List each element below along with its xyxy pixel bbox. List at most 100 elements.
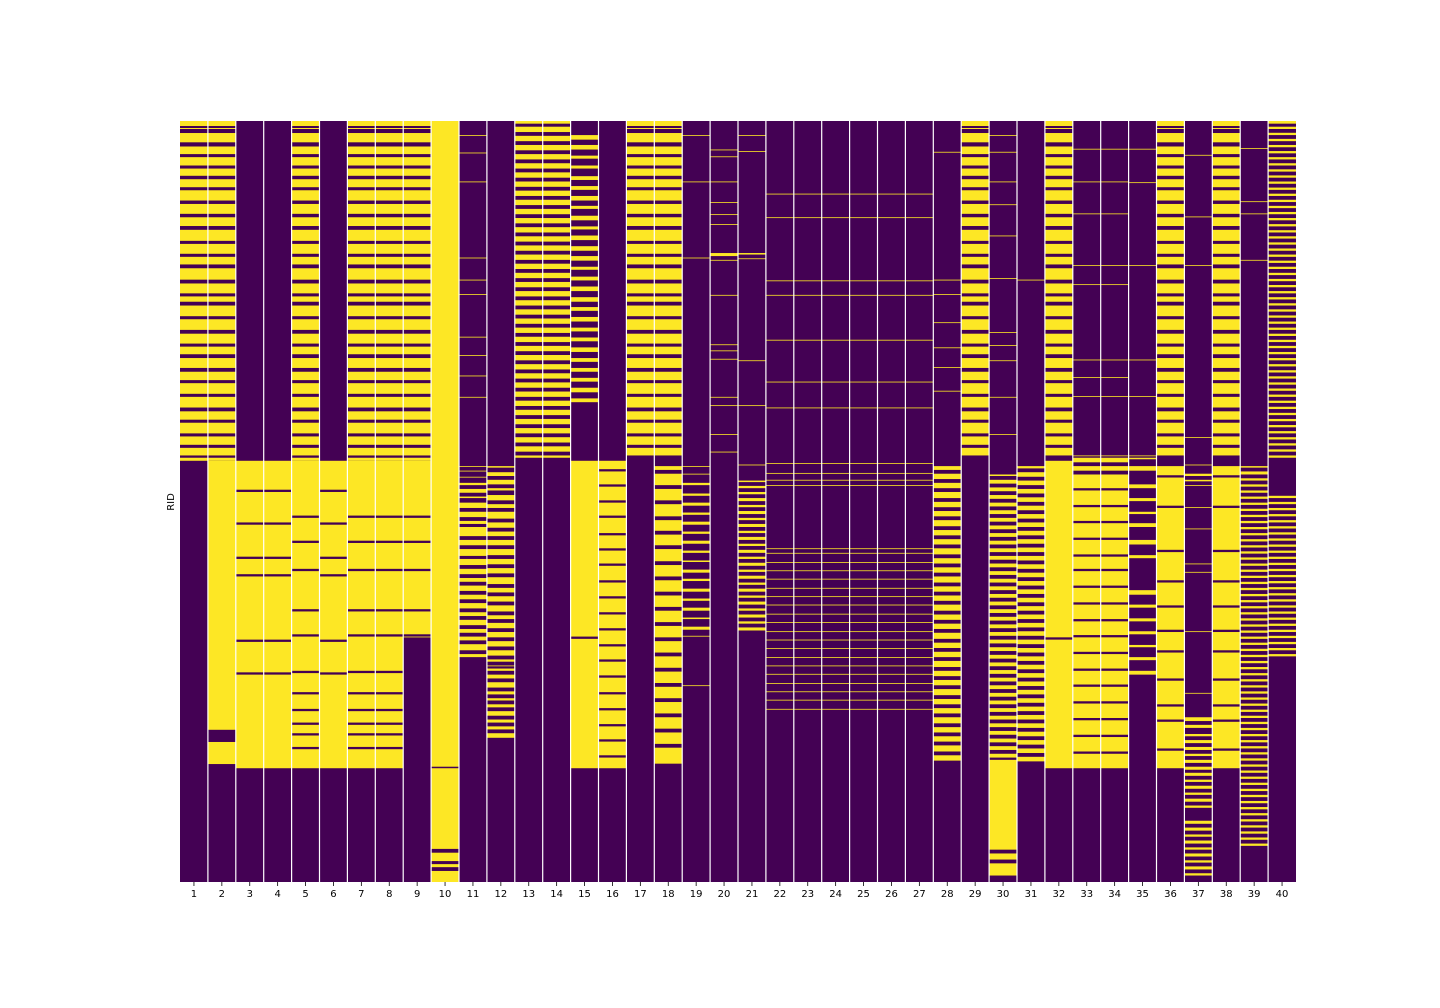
heatmap-cell — [1240, 758, 1269, 761]
heatmap-cell — [961, 283, 990, 294]
heatmap-cell — [1240, 648, 1269, 652]
heatmap-cell — [905, 193, 934, 195]
heatmap-cell — [291, 542, 320, 569]
heatmap-cell — [1100, 181, 1129, 183]
heatmap-cell — [793, 708, 822, 710]
heatmap-cell — [542, 355, 571, 361]
heatmap-cell — [738, 480, 766, 483]
heatmap-cell — [821, 552, 850, 554]
heatmap-cell — [654, 229, 683, 241]
heatmap-cell — [459, 568, 487, 575]
heatmap-cell — [1212, 346, 1241, 355]
heatmap-cell — [710, 350, 738, 352]
heatmap-cell — [961, 436, 990, 445]
heatmap-cell — [1240, 752, 1269, 755]
heatmap-cell — [738, 530, 766, 534]
heatmap-cell — [626, 179, 655, 188]
heatmap-cell — [765, 407, 794, 409]
heatmap-cell — [291, 711, 320, 723]
heatmap-cell — [514, 190, 543, 196]
heatmap-cell — [347, 358, 376, 368]
heatmap-cell — [1100, 265, 1129, 267]
heatmap-cell — [291, 146, 320, 155]
heatmap-cell — [1100, 474, 1129, 489]
heatmap-cell — [1128, 457, 1157, 460]
heatmap-cell — [877, 665, 906, 667]
x-tick-label: 24 — [829, 889, 842, 900]
heatmap-cell — [765, 647, 794, 649]
heatmap-cell — [933, 491, 962, 499]
heatmap-cell — [961, 121, 990, 127]
heatmap-cell — [654, 422, 683, 434]
heatmap-cell — [570, 195, 599, 201]
heatmap-cell — [291, 411, 320, 420]
heatmap-cell — [961, 229, 990, 241]
heatmap-cell — [235, 460, 264, 490]
heatmap-cell — [1268, 581, 1296, 584]
heatmap-cell — [682, 617, 711, 620]
heatmap-cell — [375, 460, 404, 516]
heatmap-cell — [207, 346, 236, 355]
heatmap-cell — [1017, 689, 1045, 695]
heatmap-cell — [1212, 146, 1241, 155]
heatmap-cell — [1128, 523, 1157, 527]
heatmap-cell — [403, 296, 432, 302]
heatmap-cell — [486, 665, 515, 667]
heatmap-cell — [375, 422, 404, 434]
heatmap-cell — [1268, 605, 1296, 608]
heatmap-cell — [1240, 545, 1269, 548]
heatmap-cell — [1128, 555, 1157, 559]
heatmap-cell — [1268, 345, 1296, 349]
heatmap-cell — [598, 710, 627, 725]
x-tick-label: 36 — [1164, 889, 1177, 900]
heatmap-cell — [1240, 746, 1269, 749]
heatmap-cell — [207, 411, 236, 420]
heatmap-cell — [1240, 721, 1269, 725]
heatmap-cell — [989, 502, 1017, 507]
heatmap-cell — [347, 146, 376, 155]
heatmap-cell — [1156, 411, 1185, 420]
heatmap-cell — [1100, 457, 1129, 463]
heatmap-cell — [989, 571, 1017, 575]
heatmap-cell — [1100, 539, 1129, 555]
heatmap-cell — [207, 179, 236, 188]
heatmap-cell — [180, 268, 208, 280]
heatmap-cell — [1212, 229, 1241, 241]
heatmap-cell — [877, 217, 906, 219]
heatmap-cell — [654, 717, 683, 729]
heatmap-cell — [1044, 168, 1073, 176]
heatmap-cell — [403, 517, 432, 541]
heatmap-cell — [654, 396, 683, 408]
heatmap-cell — [1240, 533, 1269, 536]
heatmap-cell — [905, 407, 934, 409]
heatmap-cell — [738, 621, 766, 624]
heatmap-cell — [1240, 606, 1269, 609]
heatmap-cell — [542, 199, 571, 206]
heatmap-cell — [1044, 229, 1073, 241]
heatmap-cell — [1156, 128, 1185, 129]
heatmap-cell — [459, 636, 487, 641]
heatmap-cell — [626, 268, 655, 280]
heatmap-cell — [1240, 740, 1269, 743]
heatmap-cell — [1240, 679, 1269, 682]
heatmap-cell — [654, 466, 683, 470]
heatmap-cell — [542, 181, 571, 187]
heatmap-cell — [905, 578, 934, 580]
heatmap-cell — [1184, 571, 1213, 573]
heatmap-cell — [1212, 128, 1241, 129]
heatmap-cell — [542, 227, 571, 233]
heatmap-cell — [1156, 190, 1185, 201]
heatmap-cell — [1240, 618, 1269, 621]
heatmap-cell — [626, 146, 655, 155]
heatmap-cell — [1184, 485, 1213, 486]
heatmap-cell — [654, 625, 683, 638]
heatmap-cell — [877, 472, 906, 474]
heatmap-cell — [654, 217, 683, 227]
heatmap-cell — [180, 436, 208, 445]
heatmap-cell — [291, 447, 320, 456]
heatmap-cell — [570, 316, 599, 322]
heatmap-cell — [291, 229, 320, 241]
heatmap-cell — [486, 504, 515, 508]
heatmap-cell — [626, 283, 655, 294]
heatmap-cell — [1017, 279, 1045, 281]
